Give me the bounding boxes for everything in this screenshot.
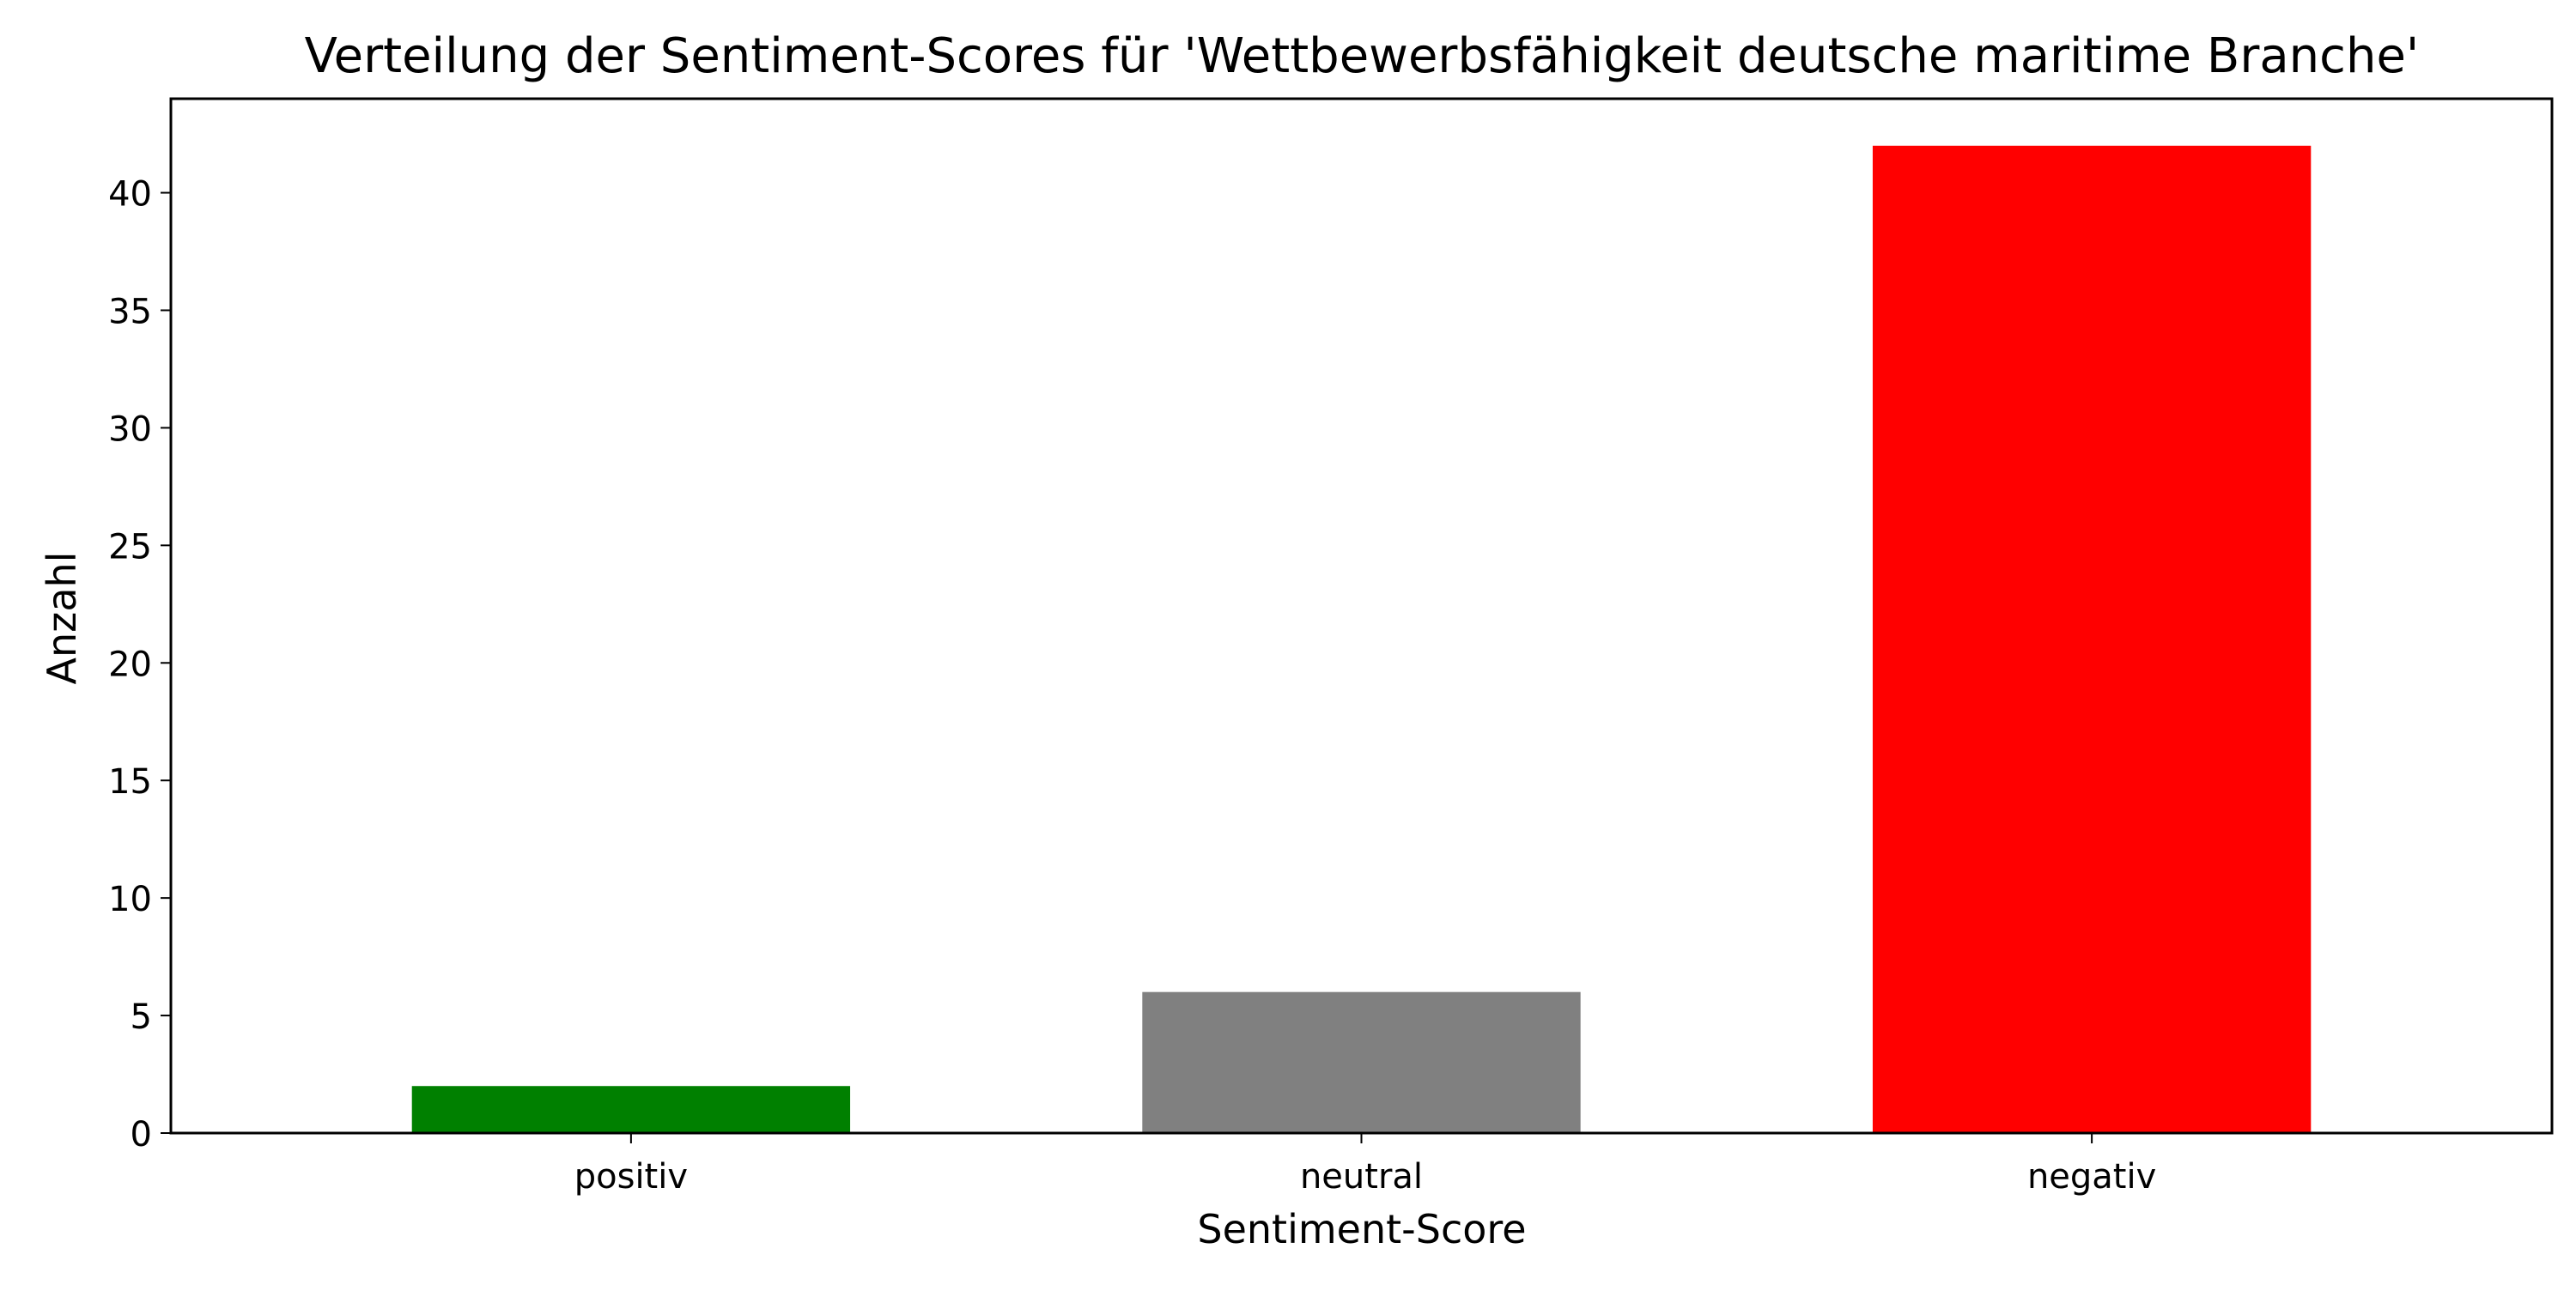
bar-positiv xyxy=(411,1086,851,1133)
y-tick-label: 25 xyxy=(108,527,152,567)
y-tick-label: 10 xyxy=(108,880,152,919)
plot-area: 0 5 10 15 20 25 30 35 40 positiv neutral negativ xyxy=(108,97,2554,1197)
chart-title: Verteilung der Sentiment-Scores für 'Wet… xyxy=(305,28,2420,84)
bar-neutral xyxy=(1142,991,1581,1133)
x-tick-label-neutral: neutral xyxy=(1300,1157,1423,1197)
x-axis-label: Sentiment-Score xyxy=(1197,1206,1526,1252)
axes-frame xyxy=(169,97,2554,1135)
x-tick-label-positiv: positiv xyxy=(574,1157,688,1197)
y-tick-label: 20 xyxy=(108,645,152,684)
y-tick-label: 35 xyxy=(108,292,152,331)
y-tick-label: 30 xyxy=(108,409,152,449)
y-tick-label: 0 xyxy=(131,1115,152,1155)
y-tick-label: 5 xyxy=(131,997,152,1037)
bar-negativ xyxy=(1872,145,2312,1134)
y-axis-label: Anzahl xyxy=(39,552,85,685)
x-tick-label-negativ: negativ xyxy=(2027,1157,2156,1197)
y-tick-label: 40 xyxy=(108,175,152,215)
y-tick-label: 15 xyxy=(108,762,152,802)
